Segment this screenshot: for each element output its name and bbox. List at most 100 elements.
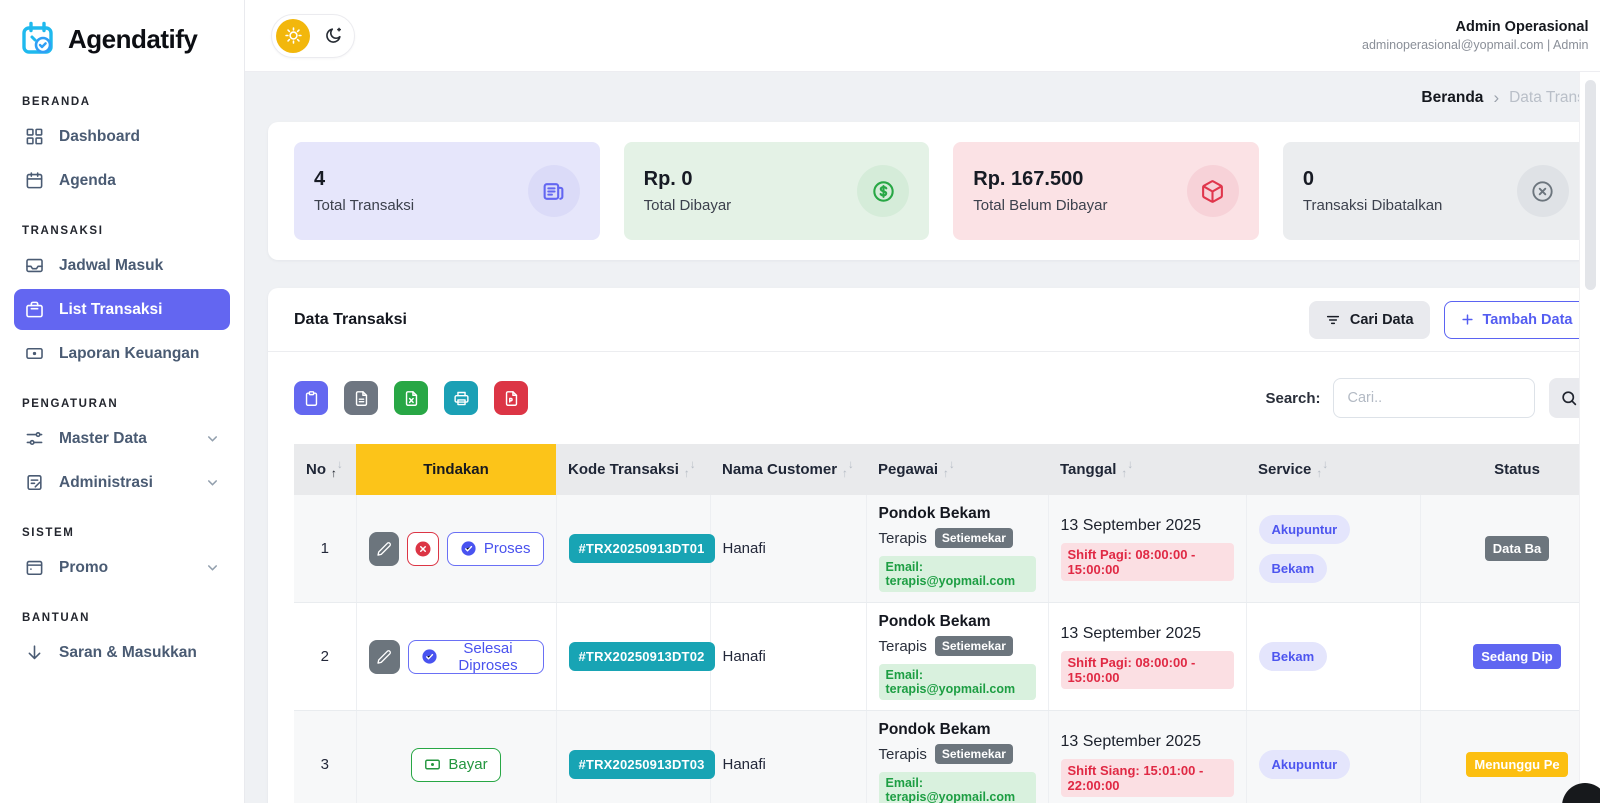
user-menu[interactable]: Admin Operasional adminoperasional@yopma… bbox=[1362, 15, 1600, 57]
transaction-date: 13 September 2025 bbox=[1060, 624, 1202, 642]
sort-icon: ↓ ↑ bbox=[331, 459, 343, 480]
transaction-date: 13 September 2025 bbox=[1060, 516, 1202, 534]
pegawai-name: Pondok Bekam bbox=[878, 505, 991, 522]
column-header-no[interactable]: No ↓ ↑ bbox=[294, 444, 356, 495]
breadcrumb: Beranda › Data Transaksi bbox=[268, 72, 1600, 122]
pdf-export-button[interactable] bbox=[494, 381, 528, 415]
search-input[interactable] bbox=[1332, 378, 1535, 418]
wallet-icon bbox=[25, 558, 44, 577]
print-button[interactable] bbox=[444, 381, 478, 415]
file-export-button[interactable] bbox=[344, 381, 378, 415]
sliders-icon bbox=[25, 429, 44, 448]
stats-panel: 4 Total Transaksi Rp. 0 Total Dibayar bbox=[268, 122, 1600, 260]
stat-value: Rp. 0 bbox=[643, 168, 693, 190]
check-circle-icon bbox=[460, 540, 477, 557]
sidebar-item-list-transaksi[interactable]: List Transaksi bbox=[14, 289, 230, 330]
column-header-kode-transaksi[interactable]: Kode Transaksi ↓ ↑ bbox=[556, 444, 710, 495]
topbar: Admin Operasional adminoperasional@yopma… bbox=[245, 0, 1600, 72]
search-icon bbox=[1560, 389, 1578, 407]
column-header-status[interactable]: Status bbox=[1420, 444, 1600, 495]
clipboard-icon bbox=[303, 390, 320, 407]
cancel-button[interactable] bbox=[406, 531, 439, 566]
x-circle-icon bbox=[414, 540, 432, 558]
stat-value: 0 bbox=[1302, 168, 1314, 190]
cell-customer: Hanafi bbox=[710, 710, 867, 803]
copy-export-button[interactable] bbox=[294, 381, 328, 415]
sidebar-item-label: Dashboard bbox=[59, 127, 140, 145]
check-circle-icon bbox=[421, 648, 438, 665]
edit-button[interactable] bbox=[368, 531, 399, 566]
column-header-tanggal[interactable]: Tanggal ↓ ↑ bbox=[1048, 444, 1246, 495]
pencil-icon bbox=[376, 541, 392, 557]
sun-icon bbox=[284, 26, 303, 45]
sidebar-section-pengaturan: PENGATURAN bbox=[22, 398, 119, 410]
sidebar-item-administrasi[interactable]: Administrasi bbox=[14, 462, 230, 503]
brand-name: Agendatify bbox=[68, 23, 198, 54]
column-header-nama-customer[interactable]: Nama Customer ↓ ↑ bbox=[710, 444, 866, 495]
sidebar-item-dashboard[interactable]: Dashboard bbox=[14, 116, 230, 157]
circle-x-icon bbox=[1516, 165, 1569, 217]
sidebar-item-laporan-keuangan[interactable]: Laporan Keuangan bbox=[14, 333, 230, 374]
shift-badge: Shift Siang: 15:01:00 - 22:00:00 bbox=[1060, 758, 1234, 797]
status-badge: Data Ba bbox=[1484, 536, 1550, 561]
sidebar-item-promo[interactable]: Promo bbox=[14, 547, 230, 588]
pencil-icon bbox=[376, 649, 392, 665]
sort-icon: ↓ ↑ bbox=[1121, 459, 1134, 480]
cell-no: 2 bbox=[294, 602, 357, 711]
bayar-button[interactable]: Bayar bbox=[411, 747, 501, 782]
shift-badge: Shift Pagi: 08:00:00 - 15:00:00 bbox=[1060, 650, 1234, 689]
dark-mode-button[interactable] bbox=[316, 19, 350, 53]
moon-icon bbox=[324, 26, 343, 45]
scrollbar-thumb[interactable] bbox=[1584, 80, 1596, 290]
sort-icon: ↓ ↑ bbox=[842, 459, 854, 480]
breadcrumb-home[interactable]: Beranda bbox=[1421, 89, 1484, 106]
cash-icon bbox=[424, 756, 441, 773]
stat-card-total-dibayar: Rp. 0 Total Dibayar bbox=[623, 142, 930, 240]
column-header-pegawai[interactable]: Pegawai ↓ ↑ bbox=[866, 444, 1048, 495]
sidebar-item-label: Promo bbox=[59, 558, 109, 576]
printer-icon bbox=[453, 390, 470, 407]
pegawai-role-badge: Setiemekar bbox=[934, 528, 1013, 548]
excel-file-icon bbox=[403, 390, 420, 407]
sidebar: Agendatify BERANDA Dashboard Agenda TRAN… bbox=[0, 0, 245, 803]
page-scrollbar[interactable] bbox=[1579, 72, 1600, 803]
tambah-data-button[interactable]: Tambah Data bbox=[1443, 300, 1589, 339]
excel-export-button[interactable] bbox=[394, 381, 428, 415]
proses-button[interactable]: Proses bbox=[446, 531, 544, 566]
table-row: 2 Selesai Diproses bbox=[294, 602, 1600, 711]
light-mode-button[interactable] bbox=[276, 18, 310, 53]
sidebar-item-label: Administrasi bbox=[59, 473, 153, 491]
column-header-service[interactable]: Service ↓ ↑ bbox=[1246, 444, 1420, 495]
inbox-icon bbox=[25, 256, 44, 275]
table-header-row: No ↓ ↑ Tindakan Kode Transaksi ↓ ↑ Nama Cust… bbox=[294, 444, 1600, 495]
table-search: Search: bbox=[1265, 378, 1589, 418]
sort-icon: ↓ ↑ bbox=[683, 459, 696, 480]
selesai-diproses-label: Selesai Diproses bbox=[458, 639, 518, 674]
sidebar-item-agenda[interactable]: Agenda bbox=[14, 160, 230, 201]
edit-button[interactable] bbox=[368, 639, 401, 674]
sidebar-item-master-data[interactable]: Master Data bbox=[14, 418, 230, 459]
sort-icon: ↓ ↑ bbox=[1316, 459, 1329, 480]
floating-button[interactable] bbox=[1562, 783, 1600, 803]
selesai-diproses-button[interactable]: Selesai Diproses bbox=[408, 639, 544, 674]
transaction-date: 13 September 2025 bbox=[1060, 732, 1202, 750]
sidebar-item-jadwal-masuk[interactable]: Jadwal Masuk bbox=[14, 245, 230, 286]
filter-icon bbox=[1325, 312, 1341, 328]
cari-data-button[interactable]: Cari Data bbox=[1308, 300, 1430, 339]
column-header-tindakan[interactable]: Tindakan bbox=[356, 444, 556, 495]
dollar-circle-icon bbox=[857, 165, 910, 217]
table-row: 3 Bayar #TRX20250913DT03 bbox=[294, 710, 1600, 803]
pegawai-role-badge: Setiemekar bbox=[934, 744, 1013, 764]
sidebar-item-saran-masukkan[interactable]: Saran & Masukkan bbox=[14, 632, 230, 673]
cell-customer: Hanafi bbox=[710, 495, 867, 603]
pegawai-name: Pondok Bekam bbox=[878, 721, 991, 738]
sidebar-item-label: List Transaksi bbox=[59, 300, 163, 318]
pegawai-role: Terapis bbox=[878, 637, 927, 655]
stat-card-transaksi-dibatalkan: 0 Transaksi Dibatalkan bbox=[1282, 142, 1589, 240]
file-text-icon bbox=[353, 390, 370, 407]
breadcrumb-current: Data Transaksi bbox=[1509, 89, 1600, 106]
brand-logo[interactable]: Agendatify bbox=[0, 0, 244, 72]
stat-label: Total Dibayar bbox=[643, 197, 732, 214]
sidebar-item-label: Master Data bbox=[59, 429, 147, 447]
clipboard-edit-icon bbox=[25, 473, 44, 492]
